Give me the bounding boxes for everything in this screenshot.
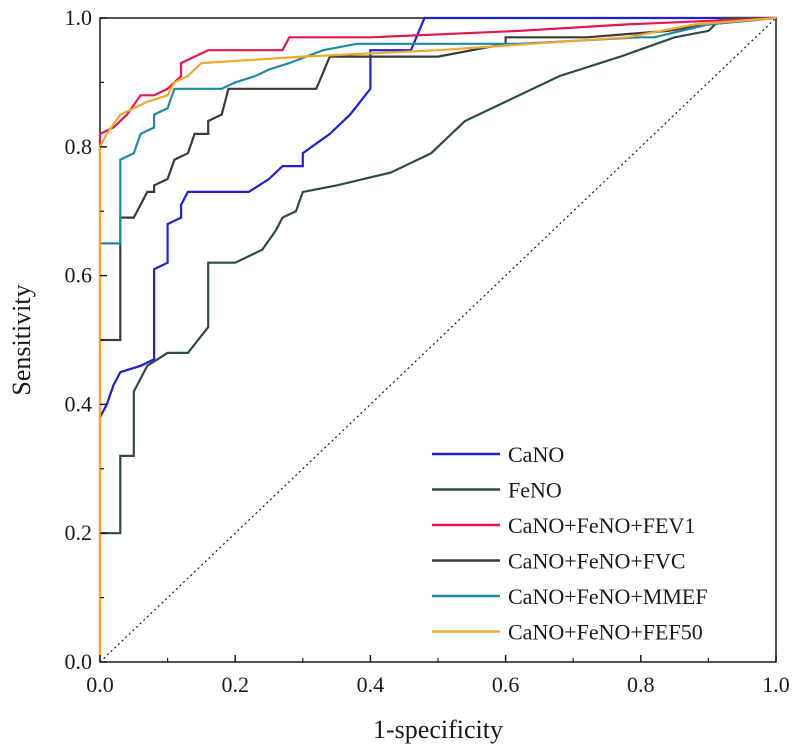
x-tick-label: 0.4 [357,672,385,697]
legend-label-1: FeNO [508,478,562,503]
y-tick-label: 0.2 [65,520,93,545]
legend-label-4: CaNO+FeNO+MMEF [508,584,708,609]
y-tick-label: 0.8 [65,134,93,159]
reference-diagonal [99,17,777,663]
series-line-2 [98,16,777,662]
legend-label-0: CaNO [508,442,564,467]
y-tick-label: 1.0 [65,5,93,30]
x-tick-label: 0.8 [627,672,655,697]
x-tick-label: 1.0 [762,672,790,697]
y-axis-title: Sensitivity [7,284,36,395]
legend-label-2: CaNO+FeNO+FEV1 [508,513,695,538]
legend-label-3: CaNO+FeNO+FVC [508,549,686,574]
x-tick-label: 0.2 [221,672,249,697]
legend-label-5: CaNO+FeNO+FEF50 [508,620,703,645]
y-tick-label: 0.0 [65,649,93,674]
x-axis-title: 1-specificity [373,715,503,744]
series-line-5 [98,16,777,662]
x-ticks: 0.0 0.2 0.4 0.6 0.8 1.0 [86,655,790,697]
series-line-3 [100,16,777,342]
series-layer [98,16,777,662]
x-tick-label: 0.0 [86,672,114,697]
y-ticks: 0.0 0.2 0.4 0.6 0.8 1.0 [65,5,107,674]
x-tick-label: 0.6 [492,672,520,697]
legend: CaNO FeNO CaNO+FeNO+FEV1 CaNO+FeNO+FVC CaNO+… [432,442,708,645]
y-tick-label: 0.4 [65,391,93,416]
series-line-1 [100,16,776,535]
y-tick-label: 0.6 [65,263,93,288]
